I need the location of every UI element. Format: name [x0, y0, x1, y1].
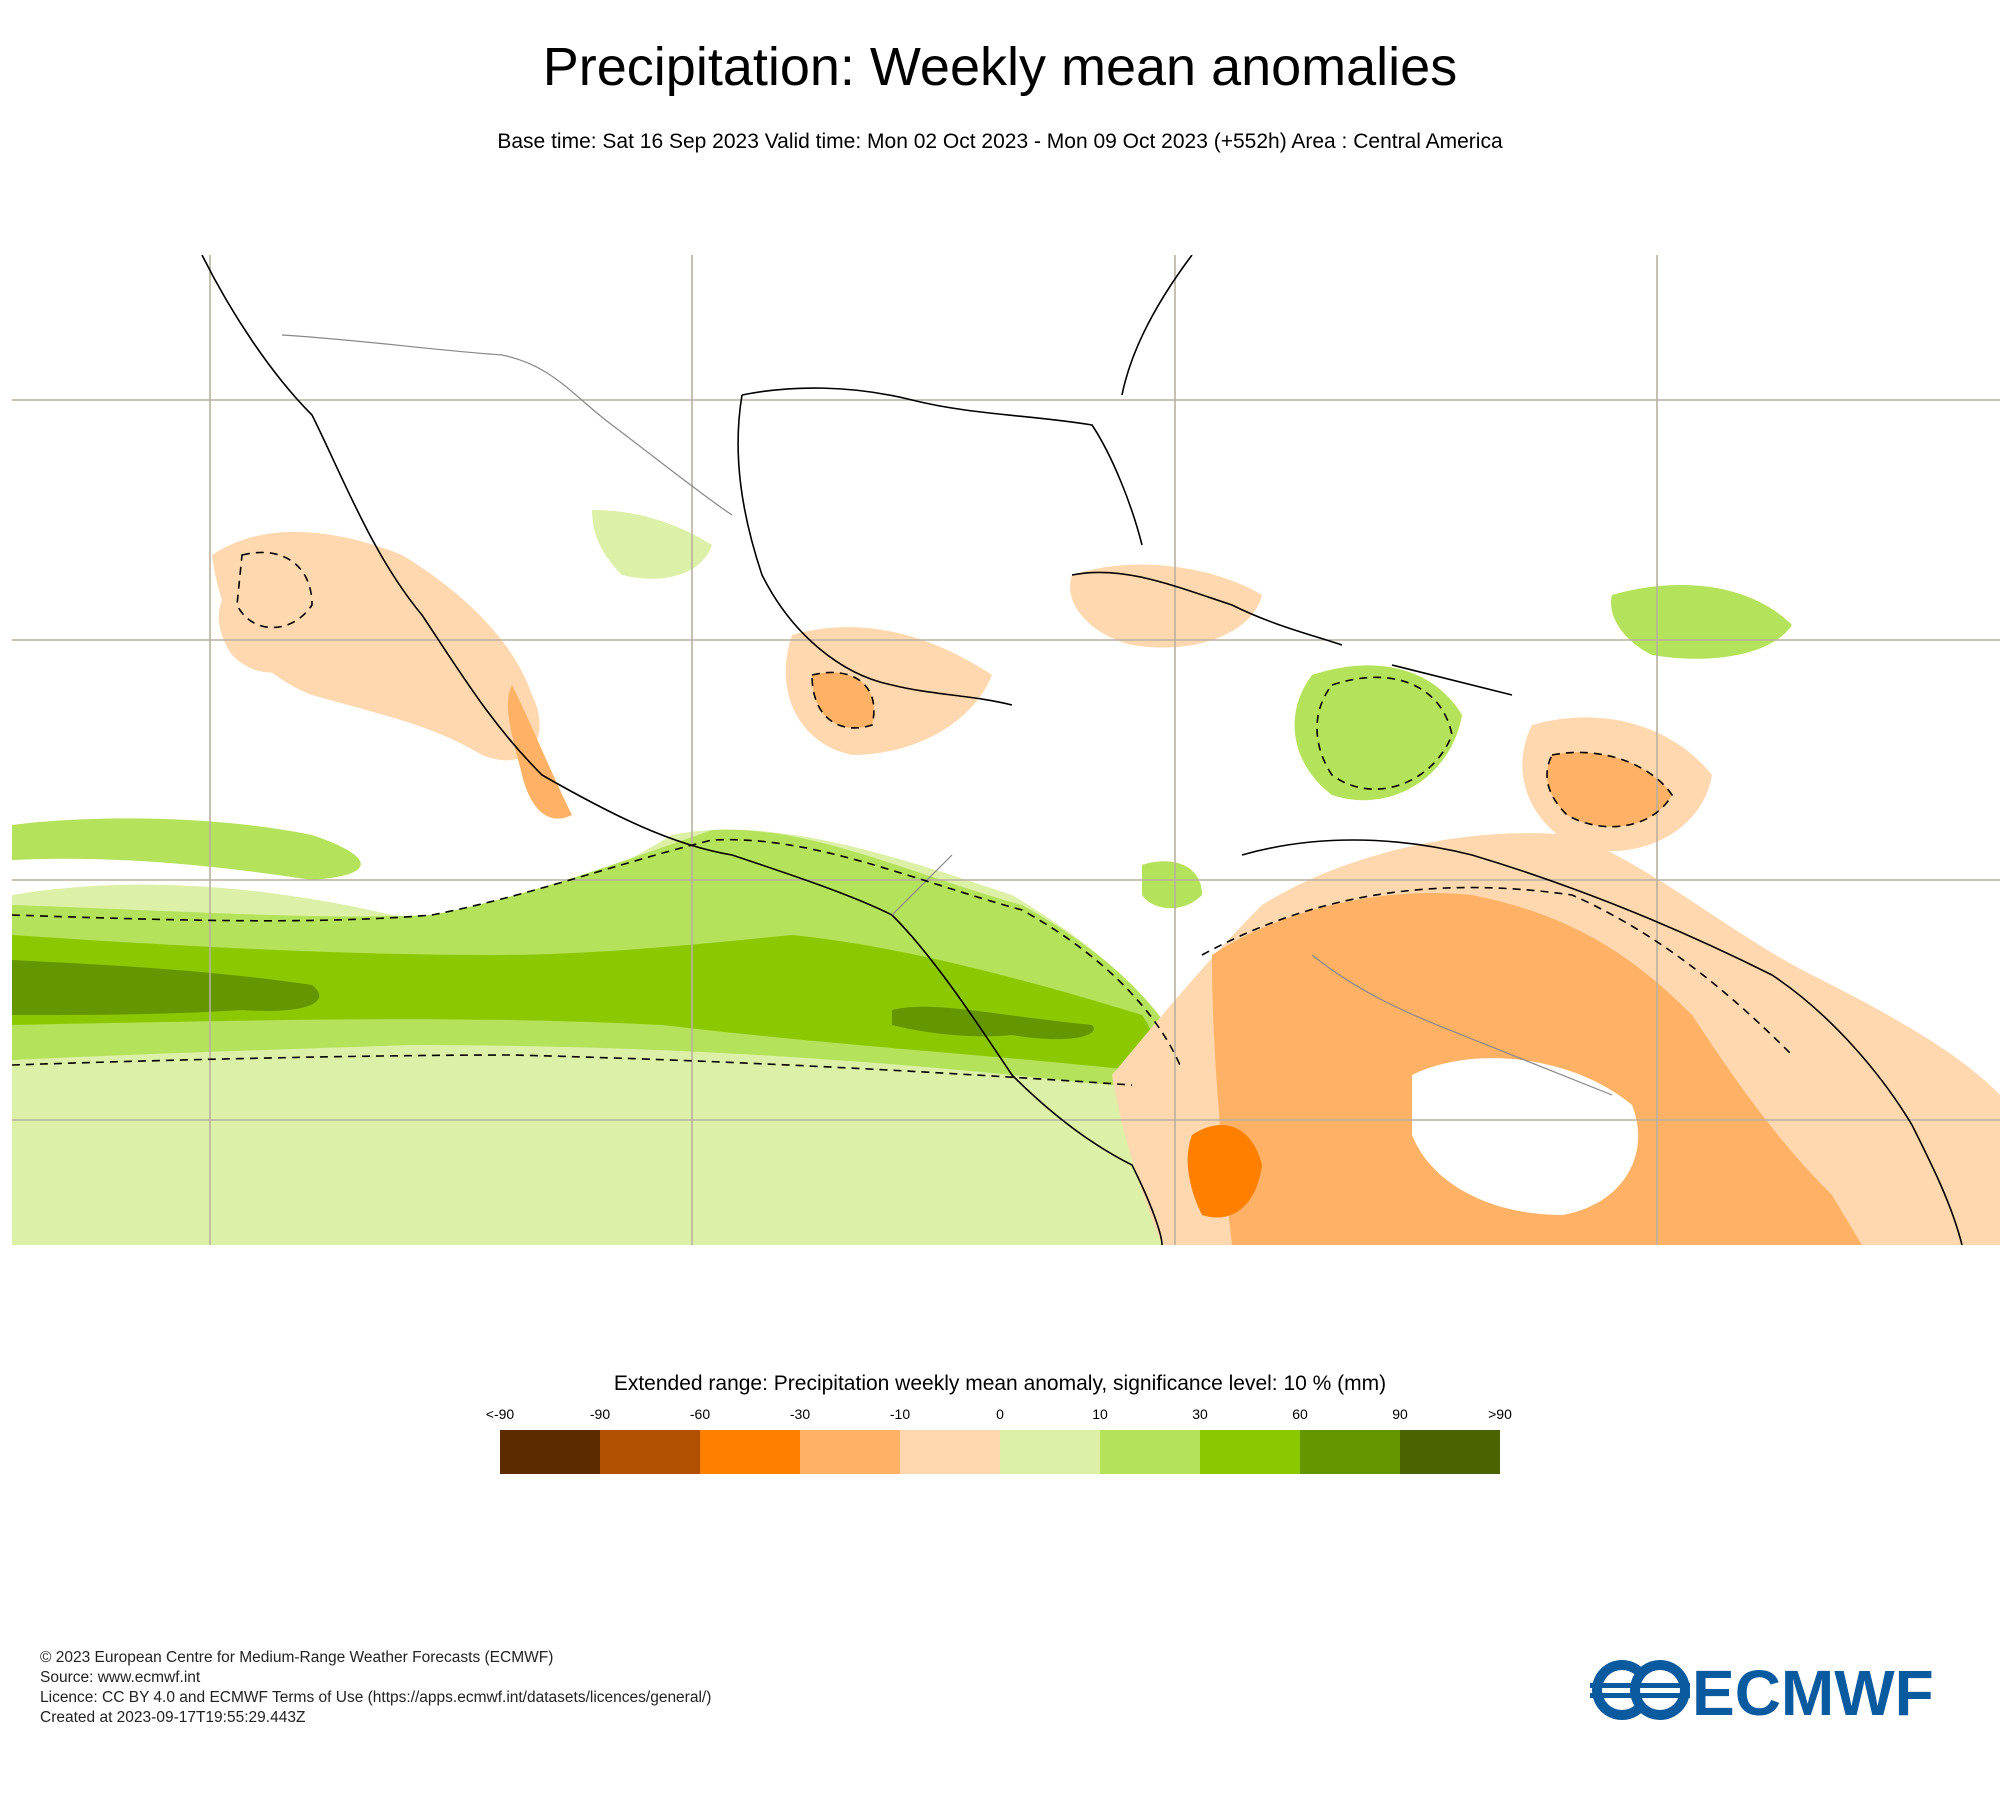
legend-tick-label: 0: [996, 1406, 1004, 1422]
anomaly-area-caribbean-wet-2: [1142, 861, 1202, 909]
anomaly-area-atlantic-medium-dry: [1547, 752, 1672, 827]
legend-tick-label: <-90: [485, 1406, 515, 1422]
anomaly-area-caribbean-wet: [1294, 665, 1462, 801]
anomaly-area-mexico-medium-dry: [507, 685, 572, 819]
legend-swatch-5: [1000, 1430, 1100, 1474]
legend-tick-label: -90: [589, 1406, 611, 1422]
footer-source: Source: www.ecmwf.int: [40, 1669, 201, 1686]
legend-tick-label: -60: [689, 1406, 711, 1422]
anomaly-area-pacific-dark-green-2: [892, 1006, 1094, 1040]
ecmwf-logo-symbol: [1590, 1660, 1690, 1720]
anomaly-area-atlantic-wet-top: [592, 510, 712, 579]
anomaly-map: [12, 255, 2000, 1245]
ecmwf-logo-text: ECMWF: [1692, 1657, 1934, 1725]
anomaly-area-gulf-medium-dry: [812, 672, 874, 728]
page-title: Precipitation: Weekly mean anomalies: [542, 37, 1458, 97]
legend-tick-label: 60: [1292, 1406, 1308, 1422]
footer-copyright: © 2023 European Centre for Medium-Range …: [40, 1649, 554, 1666]
legend-tick-label: -30: [789, 1406, 811, 1422]
anomaly-area-pacific-green-2: [12, 935, 1156, 1070]
legend-tick-label: >90: [1488, 1406, 1512, 1422]
page-subtitle: Base time: Sat 16 Sep 2023 Valid time: M…: [497, 130, 1503, 153]
coastlines: [201, 255, 1963, 1245]
significance-contours: [12, 551, 1793, 1086]
legend-swatch-4: [900, 1430, 1000, 1474]
legend-swatch-6: [1100, 1430, 1200, 1474]
anomaly-area-florida-dry: [1070, 564, 1262, 648]
anomaly-area-pacific-dark-green: [12, 960, 320, 1015]
footer-licence: Licence: CC BY 4.0 and ECMWF Terms of Us…: [40, 1689, 712, 1706]
anomaly-area-pacific-green-north: [12, 818, 361, 880]
legend-swatch-8: [1300, 1430, 1400, 1474]
legend-tick-label: -10: [889, 1406, 911, 1422]
anomaly-area-interior-neutral: [1412, 1058, 1639, 1215]
legend-colorbar: [500, 1430, 1500, 1474]
country-borders: [281, 334, 1613, 1096]
ecmwf-logo: ECMWF: [1590, 1657, 1934, 1725]
map-grid: [12, 255, 2000, 1245]
legend-title: Extended range: Precipitation weekly mea…: [613, 1372, 1387, 1395]
legend-tick-label: 30: [1192, 1406, 1208, 1422]
legend-swatch-9: [1400, 1430, 1500, 1474]
legend-swatch-0: [500, 1430, 600, 1474]
anomaly-area-mexico-dry: [212, 531, 540, 761]
anomaly-area-colombia-medium-dry: [1187, 1125, 1262, 1218]
legend-swatch-7: [1200, 1430, 1300, 1474]
legend-ticks: <-90 -90 -60 -30 -10 0 10 30 60 90 >90: [0, 1406, 2000, 1426]
legend-tick-label: 10: [1092, 1406, 1108, 1422]
legend-swatch-2: [700, 1430, 800, 1474]
footer-credits: © 2023 European Centre for Medium-Range …: [40, 1648, 711, 1728]
legend-swatch-3: [800, 1430, 900, 1474]
legend-tick-label: 90: [1392, 1406, 1408, 1422]
footer-created: Created at 2023-09-17T19:55:29.443Z: [40, 1709, 306, 1726]
legend-swatch-1: [600, 1430, 700, 1474]
